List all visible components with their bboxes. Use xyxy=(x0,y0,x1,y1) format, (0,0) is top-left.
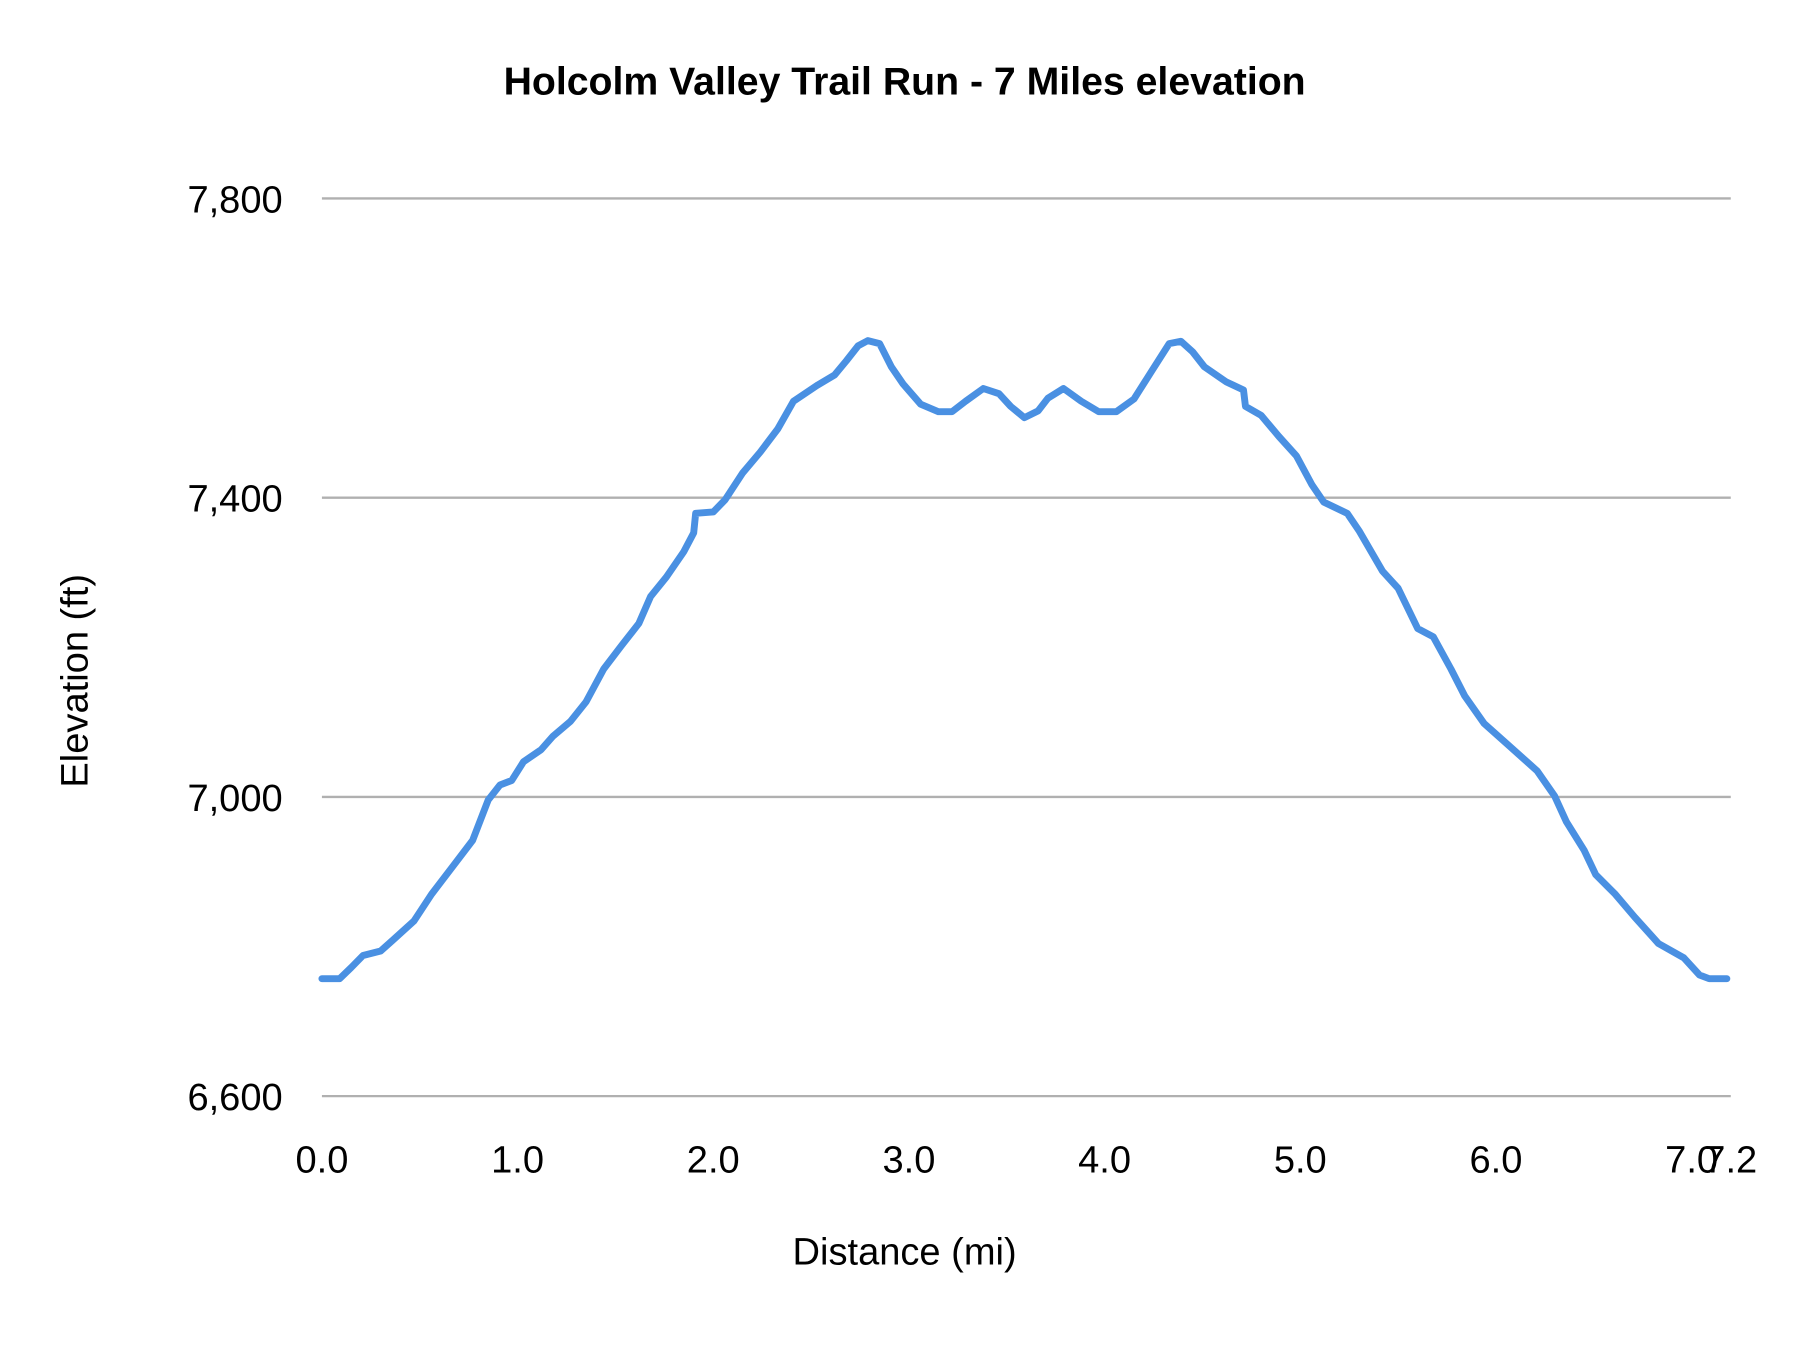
x-tick-label: 7.0 xyxy=(1665,1139,1718,1181)
x-tick-label: 0.0 xyxy=(295,1139,348,1181)
chart-title: Holcolm Valley Trail Run - 7 Miles eleva… xyxy=(504,60,1306,104)
gridlines xyxy=(321,197,1731,1098)
y-tick-label: 6,600 xyxy=(187,1077,282,1119)
y-axis-label: Elevation (ft) xyxy=(55,574,97,788)
elevation-series-line xyxy=(318,337,1731,983)
y-tick-label: 7,800 xyxy=(187,179,282,221)
x-tick-label: 4.0 xyxy=(1078,1139,1131,1181)
y-tick-label: 7,400 xyxy=(187,479,282,521)
y-tick-label: 7,000 xyxy=(187,778,282,820)
x-axis-label: Distance (mi) xyxy=(793,1232,1017,1274)
x-tick-labels: 0.0 1.0 2.0 3.0 4.0 5.0 6.0 7.07.2 xyxy=(295,1139,1757,1181)
x-tick-label: 5.0 xyxy=(1274,1139,1327,1181)
x-tick-label: 6.0 xyxy=(1470,1139,1523,1181)
x-tick-label: 7.2 xyxy=(1704,1139,1757,1181)
x-tick-label: 3.0 xyxy=(882,1139,935,1181)
y-tick-labels: 6,600 7,000 7,400 7,800 xyxy=(187,179,282,1119)
x-tick-label: 1.0 xyxy=(491,1139,544,1181)
x-tick-label: 2.0 xyxy=(687,1139,740,1181)
